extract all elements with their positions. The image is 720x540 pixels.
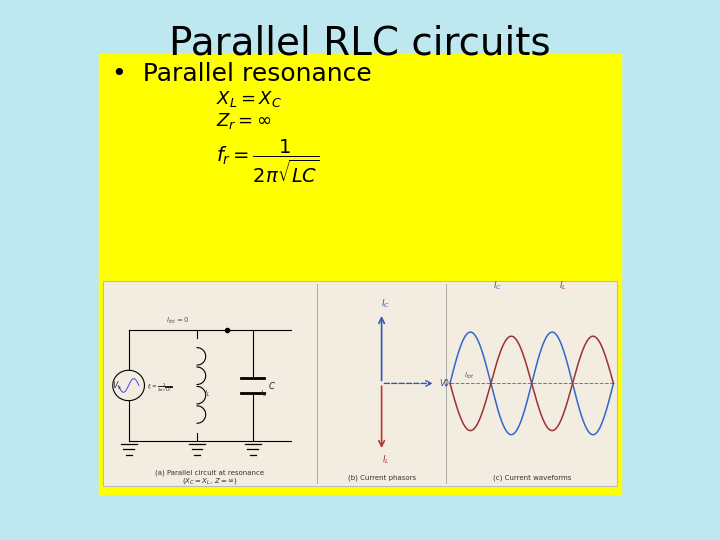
FancyBboxPatch shape: [103, 281, 617, 486]
Text: (b) Current phasors: (b) Current phasors: [348, 474, 415, 481]
Text: •  Parallel resonance: • Parallel resonance: [112, 62, 372, 86]
Text: $I_L$: $I_L$: [204, 389, 211, 400]
FancyBboxPatch shape: [99, 54, 621, 494]
Text: $f_r=\frac{1}{2\pi\sqrt{LC}}$: $f_r=\frac{1}{2\pi\sqrt{LC}}$: [148, 382, 173, 394]
Text: $I_C$: $I_C$: [260, 389, 267, 400]
Text: $I_{tot}=0$: $I_{tot}=0$: [166, 315, 189, 326]
Text: (c) Current waveforms: (c) Current waveforms: [492, 474, 571, 481]
Text: Parallel RLC circuits: Parallel RLC circuits: [169, 24, 551, 62]
Text: (a) Parallel circuit at resonance: (a) Parallel circuit at resonance: [156, 470, 264, 476]
Text: $C$: $C$: [268, 380, 276, 391]
Text: $I_C$: $I_C$: [382, 298, 390, 310]
Text: $I_L$: $I_L$: [559, 280, 567, 292]
Text: $(X_C = X_L,\, Z = \infty)$: $(X_C = X_L,\, Z = \infty)$: [182, 476, 238, 487]
Text: $Z_r = \infty$: $Z_r = \infty$: [216, 111, 271, 131]
Text: $I_{tot}$: $I_{tot}$: [464, 370, 475, 381]
Text: $X_L = X_C$: $X_L = X_C$: [216, 89, 282, 109]
Text: 0: 0: [444, 379, 449, 388]
Text: $V_t$: $V_t$: [439, 377, 449, 390]
Text: $f_r = \dfrac{1}{2\pi\sqrt{LC}}$: $f_r = \dfrac{1}{2\pi\sqrt{LC}}$: [216, 138, 320, 185]
Text: $I_C$: $I_C$: [493, 280, 502, 292]
Text: $I_L$: $I_L$: [382, 454, 390, 466]
Text: $V_s$: $V_s$: [112, 379, 122, 392]
